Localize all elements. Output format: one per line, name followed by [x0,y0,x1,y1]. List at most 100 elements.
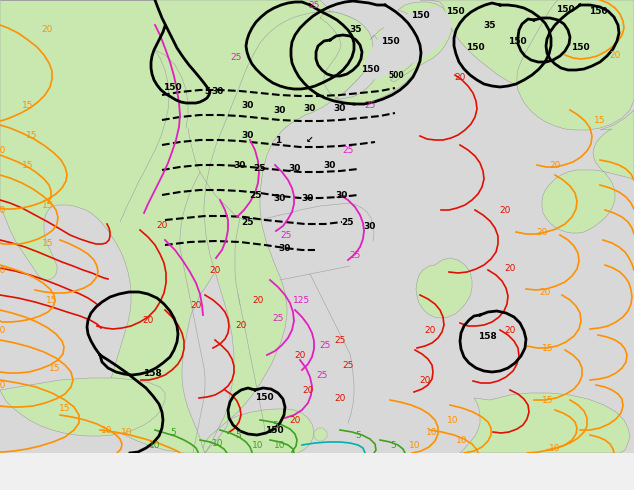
Text: 25: 25 [308,0,320,9]
Text: 30: 30 [324,161,336,170]
Text: 10: 10 [410,441,421,449]
Text: 35: 35 [350,25,362,34]
Text: 20: 20 [540,288,551,296]
Polygon shape [390,2,452,82]
Text: 25: 25 [249,191,261,199]
Text: 158: 158 [477,332,496,341]
Text: 15: 15 [42,200,54,210]
Text: 150: 150 [589,7,607,17]
Text: 15: 15 [26,130,38,140]
Polygon shape [517,0,634,130]
Text: 15: 15 [542,395,553,405]
Text: 20: 20 [0,325,6,335]
Text: 25: 25 [242,218,254,226]
Polygon shape [0,0,330,453]
Text: 10: 10 [447,416,459,424]
Text: 150: 150 [446,7,464,17]
Text: 15: 15 [542,343,553,352]
Polygon shape [320,12,420,104]
Polygon shape [314,428,327,441]
Text: 20: 20 [455,74,466,82]
Text: 30: 30 [289,164,301,172]
Text: 20: 20 [41,25,53,34]
Polygon shape [365,7,452,80]
Text: 30: 30 [336,191,348,199]
Text: 20: 20 [289,416,301,424]
Text: 10: 10 [426,427,437,437]
Text: 20: 20 [334,393,346,402]
Text: 10: 10 [275,441,286,449]
Text: 20: 20 [504,325,515,335]
Text: 150: 150 [466,44,484,52]
Text: 20: 20 [500,205,511,215]
Text: 20: 20 [157,220,167,229]
Text: 20: 20 [0,381,6,390]
Text: 10: 10 [149,441,161,449]
Text: Height/Temp. 850 hPa [gdmp][°C] ECMWF: Height/Temp. 850 hPa [gdmp][°C] ECMWF [5,459,283,471]
Text: 150: 150 [380,38,399,47]
Polygon shape [542,110,634,233]
Text: 10: 10 [549,443,560,452]
Polygon shape [460,393,630,453]
Text: 30: 30 [242,100,254,109]
Text: 5: 5 [204,88,210,97]
Text: 30: 30 [334,103,346,113]
Text: 25: 25 [342,146,354,154]
Text: 5: 5 [355,431,361,440]
Text: 30: 30 [212,88,224,97]
Text: 20: 20 [549,161,560,170]
Text: 30: 30 [304,103,316,113]
Text: 25: 25 [254,164,266,172]
Text: 15: 15 [49,364,61,372]
Text: 5: 5 [235,431,241,440]
Text: 20: 20 [190,300,202,310]
Text: 20: 20 [0,266,6,274]
Text: 20: 20 [252,295,264,304]
Text: 25: 25 [320,341,331,349]
Text: 25: 25 [230,53,242,63]
Polygon shape [420,0,634,94]
Text: 15: 15 [46,295,58,304]
Text: 35: 35 [484,21,496,29]
Text: 25: 25 [342,361,354,369]
Text: 20: 20 [294,350,306,360]
Text: 150: 150 [411,10,429,20]
Text: 20: 20 [209,266,221,274]
Text: 20: 20 [419,375,430,385]
Text: 30: 30 [364,221,376,230]
Text: 30: 30 [234,161,246,170]
Text: 20: 20 [424,325,436,335]
Text: 150: 150 [361,66,379,74]
Text: 20: 20 [235,320,247,329]
Text: Th 06-06-2024 18:00 UTC (06+36): Th 06-06-2024 18:00 UTC (06+36) [396,459,629,471]
Text: 150: 150 [571,44,590,52]
Text: 25: 25 [342,218,354,226]
Text: 30: 30 [274,105,286,115]
Text: 30: 30 [302,194,314,202]
Text: 20: 20 [609,50,621,59]
Text: 20: 20 [504,264,515,272]
Text: 20: 20 [0,205,6,215]
Text: 10: 10 [456,436,468,444]
Text: 25: 25 [273,314,283,322]
Text: 20: 20 [302,386,314,394]
Text: 20: 20 [536,227,548,237]
Text: 5: 5 [170,427,176,437]
Text: 15: 15 [594,116,605,124]
Text: 25: 25 [334,336,346,344]
Text: 10: 10 [252,441,264,449]
Polygon shape [0,378,165,436]
Text: 500: 500 [388,71,404,79]
Polygon shape [205,409,314,453]
Polygon shape [203,11,372,453]
Text: 15: 15 [22,100,34,109]
Text: 30: 30 [274,194,286,202]
Text: 10: 10 [212,439,224,447]
Text: 30: 30 [279,244,291,252]
Text: 10: 10 [121,427,133,437]
Text: 5: 5 [390,441,396,449]
Text: ©weatheronline.co.uk: ©weatheronline.co.uk [494,477,629,487]
Text: 150: 150 [555,5,574,15]
Text: 25: 25 [316,370,328,379]
Text: 150: 150 [264,425,283,435]
